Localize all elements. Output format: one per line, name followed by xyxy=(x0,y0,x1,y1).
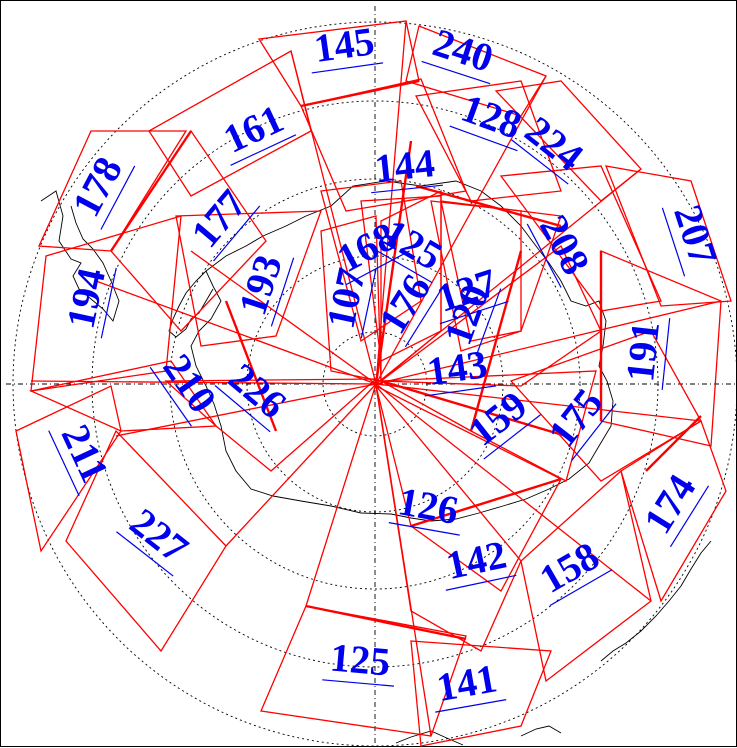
svg-text:125: 125 xyxy=(328,635,392,685)
swath-edge xyxy=(645,415,702,472)
swath-edge xyxy=(110,130,192,252)
swath-edge xyxy=(115,383,377,437)
swath-120 xyxy=(440,200,562,342)
svg-text:142: 142 xyxy=(442,532,510,588)
svg-text:145: 145 xyxy=(311,18,377,71)
swath-edge xyxy=(95,280,377,385)
svg-text:208: 208 xyxy=(531,208,599,282)
swath-edge xyxy=(375,168,642,385)
track-label: 126 xyxy=(388,478,462,536)
swath-convergence xyxy=(30,20,722,737)
track-label: 178 xyxy=(63,150,136,230)
track-label: 141 xyxy=(433,655,507,713)
swath-207 xyxy=(604,165,732,307)
track-label: 144 xyxy=(371,140,443,194)
swath-edge xyxy=(410,477,562,528)
swath-126 xyxy=(375,384,562,592)
swath-178 xyxy=(38,130,188,252)
track-label: 143 xyxy=(424,341,497,397)
track-label: 208 xyxy=(526,208,599,288)
track-label: 240 xyxy=(421,19,499,85)
swath-211 xyxy=(15,385,122,553)
track-label: 177 xyxy=(182,181,261,262)
south-america-coastline xyxy=(40,190,120,322)
svg-text:191: 191 xyxy=(617,319,668,383)
svg-text:144: 144 xyxy=(372,140,436,191)
swath-208 xyxy=(499,165,662,312)
swath-thick-edges xyxy=(110,79,702,641)
swath-141 xyxy=(410,640,552,747)
swath-edge xyxy=(224,300,278,432)
swath-edge xyxy=(190,250,377,385)
swath-edge xyxy=(374,140,413,385)
track-label: 142 xyxy=(442,532,517,591)
svg-text:158: 158 xyxy=(532,533,606,602)
swath-193 xyxy=(175,210,322,347)
swath-174 xyxy=(620,420,727,603)
svg-text:210: 210 xyxy=(154,346,225,421)
svg-text:193: 193 xyxy=(229,249,290,320)
swath-edge xyxy=(375,383,702,422)
svg-text:174: 174 xyxy=(635,466,705,541)
swath-240 xyxy=(405,25,547,117)
svg-text:227: 227 xyxy=(122,499,197,571)
svg-text:224: 224 xyxy=(517,107,592,179)
track-label: 107 xyxy=(318,264,377,339)
svg-text:161: 161 xyxy=(217,96,290,162)
island-coastline xyxy=(520,725,562,737)
swath-edge xyxy=(30,380,377,385)
swath-edge xyxy=(415,184,562,228)
swath-168 xyxy=(320,180,422,343)
swath-edge xyxy=(375,20,407,385)
swath-159 xyxy=(378,370,597,482)
australia-coastline xyxy=(395,730,464,746)
svg-text:128: 128 xyxy=(456,85,528,148)
swath-194 xyxy=(30,215,182,392)
swath-edge xyxy=(375,383,652,602)
new-zealand-coastline xyxy=(600,540,712,662)
svg-text:107: 107 xyxy=(318,264,374,332)
svg-text:226: 226 xyxy=(220,354,295,427)
svg-text:177: 177 xyxy=(182,181,255,256)
svg-text:159: 159 xyxy=(460,382,535,454)
track-label: 125 xyxy=(322,635,395,687)
swath-edge xyxy=(469,250,523,432)
track-label: 226 xyxy=(214,354,295,433)
track-label: 161 xyxy=(217,96,297,166)
svg-text:125: 125 xyxy=(376,210,450,279)
svg-text:143: 143 xyxy=(424,341,490,394)
swath-edge xyxy=(375,75,547,385)
swath-edge xyxy=(380,379,567,438)
svg-text:194: 194 xyxy=(58,264,114,332)
track-label: 211 xyxy=(48,418,118,497)
svg-text:141: 141 xyxy=(433,655,500,710)
svg-text:126: 126 xyxy=(395,478,462,533)
track-label: 194 xyxy=(58,264,117,339)
swath-edge xyxy=(305,383,377,607)
track-label: 158 xyxy=(532,533,613,607)
swath-edge xyxy=(300,79,420,108)
swath-edge xyxy=(225,383,377,547)
swath-edge xyxy=(375,300,722,385)
swath-128 xyxy=(414,80,562,202)
swath-edge xyxy=(375,383,432,737)
track-label: 191 xyxy=(617,318,671,390)
track-label: 145 xyxy=(311,18,384,74)
track-label: 175 xyxy=(539,380,617,461)
svg-text:211: 211 xyxy=(53,418,118,489)
svg-text:240: 240 xyxy=(428,19,499,80)
swath-edge xyxy=(290,50,377,385)
graticule xyxy=(6,6,737,747)
swath-226 xyxy=(164,378,378,472)
swath-edge xyxy=(305,604,467,641)
